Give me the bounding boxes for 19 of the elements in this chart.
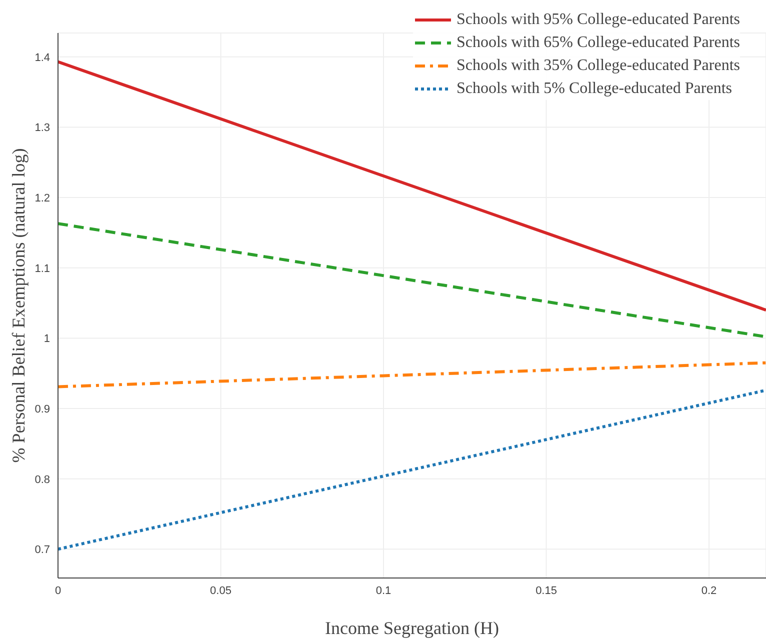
y-tick-label: 0.7 [34,544,50,556]
x-tick-label: 0 [54,584,62,597]
x-tick-label: 0.1 [376,584,392,597]
x-tick-label: 0.05 [210,584,232,597]
legend-label: Schools with 65% College-educated Parents [456,34,740,52]
x-tick-label: 0.2 [701,584,717,597]
y-tick-label: 1.3 [34,122,50,134]
y-tick-label: 1 [44,333,50,346]
y-tick-label: 1.1 [34,262,50,275]
y-tick-label: 1.4 [34,52,50,64]
x-tick-label: 0.15 [536,584,557,597]
legend-label: Schools with 95% College-educated Parents [456,10,740,28]
x-axis-title: Income Segregation (H) [325,618,499,638]
legend-label: Schools with 5% College-educated Parents [456,80,732,98]
y-tick-label: 0.8 [34,474,50,486]
y-tick-label: 0.9 [34,403,50,416]
y-tick-label: 1.2 [34,192,50,204]
legend-label: Schools with 35% College-educated Parents [456,56,740,74]
y-axis-title: % Personal Belief Exemptions (natural log) [8,148,28,463]
